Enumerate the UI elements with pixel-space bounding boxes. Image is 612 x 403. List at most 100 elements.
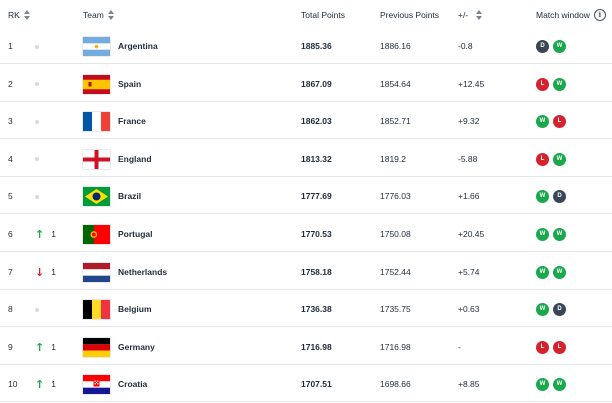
rank-movement: ↑ 1 [35, 218, 56, 251]
result-badge: W [553, 378, 566, 392]
no-change-dot-icon [35, 119, 39, 124]
rank-change: 1 [51, 341, 56, 352]
total-points: 1862.03 [301, 116, 332, 127]
points-diff: +20.45 [458, 229, 485, 239]
table-row[interactable]: 6 ↑ 1 Portugal 1770.53 1750.08 +20.45 W W [0, 218, 612, 251]
points-diff: +8.85 [458, 379, 480, 390]
france-flag-icon [83, 112, 110, 132]
sort-icon[interactable] [23, 10, 30, 20]
rank-column-header[interactable]: RK [8, 9, 30, 21]
team-name[interactable]: Belgium [118, 304, 152, 315]
total-points: 1758.18 [301, 266, 332, 277]
rank-value: 4 [8, 153, 13, 164]
arrow-up-icon: ↑ [35, 378, 45, 392]
total-points: 1885.36 [301, 41, 332, 51]
points-diff: -0.8 [458, 41, 473, 51]
sort-icon[interactable] [107, 10, 114, 20]
total-points: 1777.69 [301, 191, 332, 202]
team-column-header[interactable]: Team [83, 9, 114, 21]
arrow-up-icon: ↑ [35, 340, 45, 354]
previous-points-header-label: Previous Points [380, 10, 440, 20]
no-change-dot-icon [35, 44, 39, 49]
table-row[interactable]: 5 Brazil 1777.69 1776.03 +1.66 W D [0, 180, 612, 214]
info-icon[interactable]: i [593, 9, 606, 21]
team-name[interactable]: Argentina [118, 41, 158, 51]
team-name[interactable]: Germany [118, 341, 155, 352]
result-badge: W [553, 265, 566, 279]
diff-column-header[interactable]: +/- [458, 9, 483, 21]
rank-change: 1 [51, 229, 56, 239]
no-change-dot-icon [35, 82, 39, 87]
table-row[interactable]: 3 France 1862.03 1852.71 +9.32 W L [0, 105, 612, 139]
total-points-column-header: Total Points [301, 9, 345, 21]
table-row[interactable]: 8 Belgium 1736.38 1735.75 +0.63 W D [0, 293, 612, 327]
total-points: 1813.32 [301, 153, 332, 164]
argentina-flag-icon [83, 37, 110, 56]
croatia-flag-icon [83, 375, 110, 395]
previous-points: 1776.03 [380, 191, 411, 202]
points-diff: - [458, 341, 461, 352]
spain-flag-icon [83, 74, 110, 94]
belgium-flag-icon [83, 300, 110, 320]
result-badge: W [536, 303, 549, 317]
team-name[interactable]: England [118, 153, 152, 164]
rank-value: 10 [8, 379, 18, 390]
portugal-flag-icon [83, 225, 110, 244]
table-row[interactable]: 7 ↓ 1 Netherlands 1758.18 1752.44 +5.74 W W [0, 255, 612, 289]
rank-change: 1 [51, 266, 56, 277]
rank-value: 5 [8, 191, 13, 202]
rank-value: 2 [8, 78, 13, 89]
table-row[interactable]: 10 ↑ 1 Croatia 1707.51 1698.66 +8.85 W W [0, 368, 612, 402]
match-window-header-label: Match window [536, 10, 590, 20]
rank-value: 3 [8, 116, 13, 127]
rank-movement [35, 105, 39, 138]
result-badge: D [553, 303, 566, 317]
result-badge: L [536, 152, 549, 166]
team-name[interactable]: Portugal [118, 229, 153, 239]
arrow-up-icon: ↑ [35, 228, 45, 241]
total-points: 1770.53 [301, 229, 332, 239]
rank-movement [35, 293, 39, 326]
rank-change: 1 [51, 379, 56, 390]
team-name[interactable]: Brazil [118, 191, 142, 202]
result-badge: W [553, 152, 566, 166]
points-diff: +5.74 [458, 266, 480, 277]
sort-icon[interactable] [476, 10, 483, 20]
previous-points: 1750.08 [380, 229, 411, 239]
previous-points: 1698.66 [380, 379, 411, 390]
result-badge: W [553, 40, 566, 53]
total-points: 1867.09 [301, 78, 332, 89]
points-diff: -5.88 [458, 153, 478, 164]
rank-value: 9 [8, 341, 13, 352]
rank-movement [35, 180, 39, 213]
table-row[interactable]: 2 Spain 1867.09 1854.64 +12.45 L W [0, 67, 612, 101]
result-badge: W [536, 265, 549, 279]
previous-points: 1735.75 [380, 304, 411, 315]
previous-points: 1716.98 [380, 341, 411, 352]
result-badge: L [553, 340, 566, 354]
diff-header-label: +/- [458, 10, 469, 20]
team-name[interactable]: Netherlands [118, 266, 168, 277]
result-badge: W [536, 115, 549, 129]
table-row[interactable]: 9 ↑ 1 Germany 1716.98 1716.98 - L L [0, 330, 612, 364]
team-name[interactable]: Croatia [118, 379, 148, 390]
no-change-dot-icon [35, 157, 39, 162]
rank-movement: ↑ 1 [35, 368, 56, 401]
table-row[interactable]: 1 Argentina 1885.36 1886.16 -0.8 D W [0, 30, 612, 63]
team-name[interactable]: France [118, 116, 146, 127]
result-badge: D [553, 190, 566, 204]
team-name[interactable]: Spain [118, 78, 142, 89]
result-badge: L [536, 77, 549, 91]
rank-movement: ↓ 1 [35, 256, 56, 289]
result-badge: L [536, 340, 549, 354]
total-points: 1707.51 [301, 379, 332, 390]
total-points: 1716.98 [301, 341, 332, 352]
table-row[interactable]: 4 England 1813.32 1819.2 -5.88 L W [0, 142, 612, 176]
